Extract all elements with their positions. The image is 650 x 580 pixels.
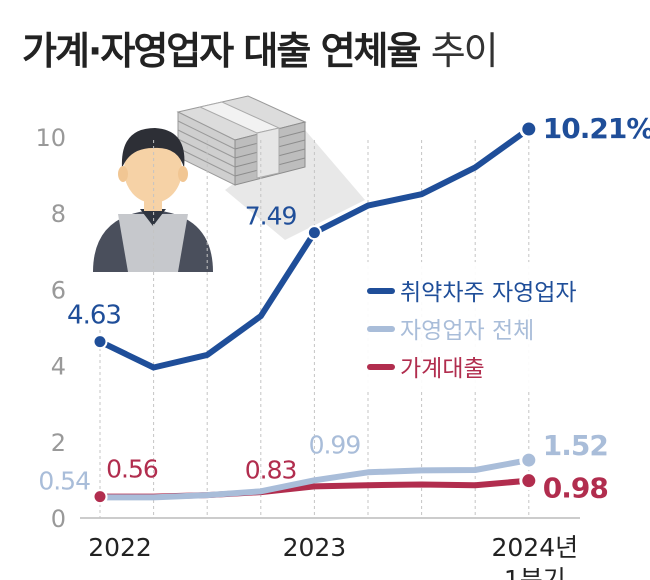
chart-title: 가계·자영업자 대출 연체율 추이 bbox=[22, 20, 499, 75]
legend-item-series-1: 자영업자 전체 bbox=[367, 318, 534, 344]
data-labels: 4.63 7.49 10.21% 0.54 0.99 1.52 0.56 0.83 0.98 bbox=[38, 112, 650, 505]
y-tick-label: 4 bbox=[51, 353, 66, 381]
person-icon bbox=[93, 128, 213, 272]
legend-item-series-0: 취약차주 자영업자 bbox=[367, 280, 577, 306]
y-tick-label: 2 bbox=[51, 429, 66, 457]
y-tick-label: 10 bbox=[35, 124, 66, 152]
money-stack-icon bbox=[176, 95, 365, 240]
data-label: 0.54 bbox=[38, 466, 90, 495]
x-tick-label: 2022 bbox=[88, 533, 152, 562]
x-tick-label: 2023 bbox=[283, 533, 347, 562]
legend-label-series-0: 취약차주 자영업자 bbox=[400, 280, 577, 306]
data-label: 7.49 bbox=[245, 202, 297, 231]
y-tick-label: 8 bbox=[51, 200, 66, 228]
data-label: 0.98 bbox=[543, 472, 608, 505]
series-layer bbox=[92, 119, 539, 505]
y-tick-label: 6 bbox=[51, 276, 66, 304]
data-point bbox=[306, 225, 322, 241]
y-tick-label: 0 bbox=[51, 505, 66, 533]
x-tick-label: 1분기 bbox=[504, 565, 566, 580]
chart-title-main: 가계·자영업자 대출 연체율 bbox=[22, 29, 421, 73]
data-label: 10.21% bbox=[543, 112, 650, 145]
axes: 0 2 4 6 8 10 2022 2023 2024년 1분기 bbox=[35, 124, 580, 580]
legend-label-series-1: 자영업자 전체 bbox=[400, 318, 534, 344]
data-label: 0.83 bbox=[245, 455, 297, 484]
data-label: 0.99 bbox=[309, 430, 361, 459]
data-point bbox=[92, 489, 108, 505]
legend: 취약차주 자영업자 자영업자 전체 가계대출 bbox=[354, 262, 624, 390]
data-point bbox=[519, 450, 539, 470]
data-label: 1.52 bbox=[543, 429, 608, 462]
x-tick-label: 2024년 bbox=[491, 533, 578, 562]
data-label: 4.63 bbox=[67, 301, 121, 331]
data-label: 0.56 bbox=[106, 455, 158, 484]
series-line-1 bbox=[97, 457, 532, 501]
data-point bbox=[519, 119, 539, 139]
legend-label-series-2: 가계대출 bbox=[400, 356, 485, 382]
legend-item-series-2: 가계대출 bbox=[367, 356, 485, 382]
data-point bbox=[519, 471, 539, 491]
chart-title-suffix: 추이 bbox=[430, 29, 499, 73]
data-point bbox=[92, 334, 108, 350]
